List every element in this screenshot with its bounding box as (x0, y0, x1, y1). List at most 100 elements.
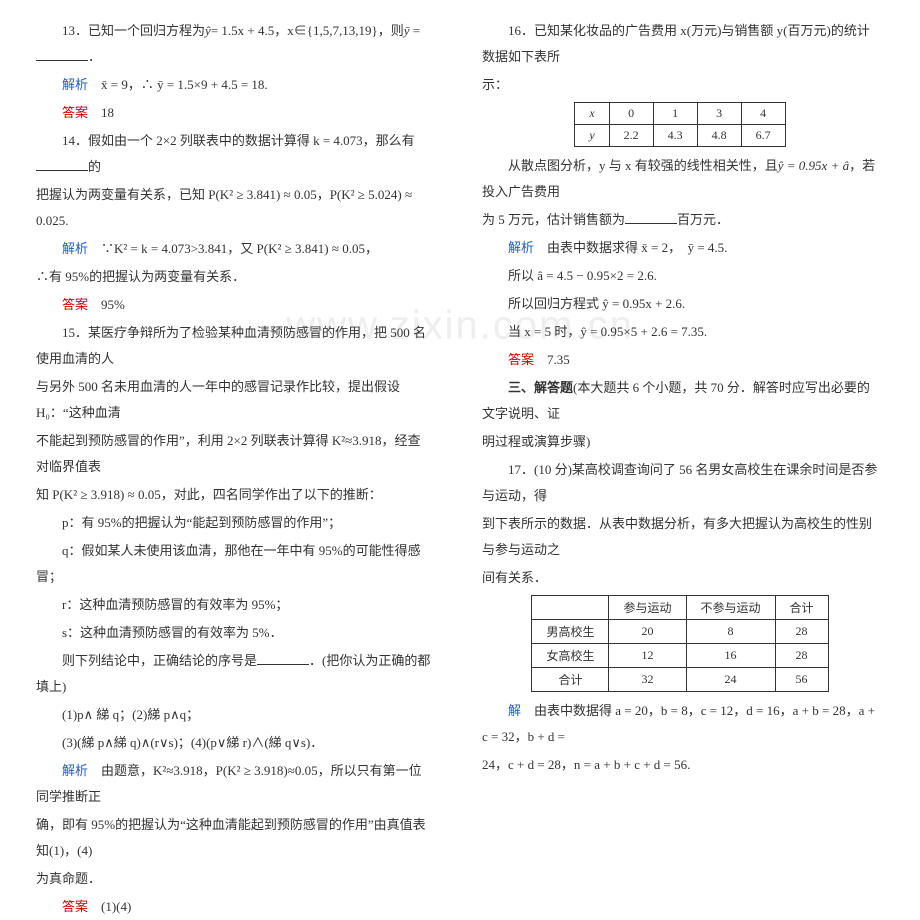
q16-sol-l4: 当 x = 5 时，ŷ = 0.95×5 + 2.6 = 7.35. (482, 319, 878, 345)
q15-q: q：假如某人未使用该血清，那他在一年中有 95%的可能性得感冒； (36, 538, 432, 590)
cell: 32 (609, 668, 686, 692)
q14-line1: 14．假如由一个 2×2 列联表中的数据计算得 k = 4.073，那么有的 (36, 128, 432, 180)
cell: 12 (609, 644, 686, 668)
q15-l2: 与另外 500 名未用血清的人一年中的感冒记录作比较，提出假设 H₀：“这种血清 (36, 374, 432, 426)
sec3-t: 三、解答题 (508, 380, 573, 395)
q15-answer: 答案 (1)(4) (36, 894, 432, 920)
q15-r: r：这种血清预防感冒的有效率为 95%； (36, 592, 432, 618)
q14-answer: 答案 95% (36, 292, 432, 318)
q13-ta: 已知一个回归方程为 (88, 23, 205, 38)
cell: 20 (609, 620, 686, 644)
cell: 4.3 (653, 125, 697, 147)
q14-ans-val: 95% (88, 297, 125, 312)
q14-l1t: 的 (88, 159, 101, 174)
sec3-d2: 明过程或演算步骤) (482, 429, 878, 455)
q17-sol-l2: 24，c + d = 28，n = a + b + c + d = 56. (482, 752, 878, 778)
q15-l4: 知 P(K² ≥ 3.918) ≈ 0.05，对此，四名同学作出了以下的推断： (36, 482, 432, 508)
q13-ans-val: 18 (88, 105, 114, 120)
q16b-l2: 为 5 万元，估计销售额为 百万元． (482, 207, 878, 233)
q15-ask: 则下列结论中，正确结论的序号是．(把你认为正确的都填上) (36, 648, 432, 700)
q16-data-table: x 0 1 3 4 y 2.2 4.3 4.8 6.7 (574, 102, 785, 147)
solution-label: 解 (508, 703, 521, 718)
q16-ans-val: 7.35 (534, 352, 570, 367)
q13-tb: = 1.5x + 4.5，x∈{1,5,7,13,19}，则 (211, 23, 404, 38)
cell: 3 (697, 103, 741, 125)
table-row: x 0 1 3 4 (575, 103, 785, 125)
q17-l3: 间有关系． (482, 565, 878, 591)
q14-l1: 假如由一个 2×2 列联表中的数据计算得 k = 4.073，那么有 (88, 133, 415, 148)
q16-sol-l3: 所以回归方程式 ŷ = 0.95x + 2.6. (482, 291, 878, 317)
q17-l2: 到下表所示的数据．从表中数据分析，有多大把握认为高校生的性别与参与运动之 (482, 511, 878, 563)
cell: 8 (686, 620, 775, 644)
q16-sol-l1: 解析 由表中数据求得 x̄ = 2， ȳ = 4.5. (482, 235, 878, 261)
cell: 28 (775, 644, 828, 668)
q16-l2: 示： (482, 72, 878, 98)
q15-blank (257, 652, 309, 665)
q17-sol-l1: 解 由表中数据得 a = 20，b = 8，c = 12，d = 16，a + … (482, 698, 878, 750)
q16-answer: 答案 7.35 (482, 347, 878, 373)
q15-num: 15． (62, 325, 88, 340)
cell: 男高校生 (532, 620, 609, 644)
cell: 6.7 (741, 125, 785, 147)
q17-l1: 17．(10 分)某高校调查询问了 56 名男女高校生在课余时间是否参与运动，得 (482, 457, 878, 509)
cell: 0 (609, 103, 653, 125)
section3-title: 三、解答题(本大题共 6 个小题，共 70 分．解答时应写出必要的文字说明、证 (482, 375, 878, 427)
q13-num: 13． (62, 23, 88, 38)
solution-label: 解析 (62, 241, 88, 256)
q17-sol-b1: 由表中数据得 a = 20，b = 8，c = 12，d = 16，a + b … (482, 703, 875, 744)
q14-sol-b: ∵K² = k = 4.073>3.841，又 P(K² ≥ 3.841) ≈ … (88, 241, 378, 256)
q16-l1b: 已知某化妆品的广告费用 x(万元)与销售额 y(百万元)的统计数据如下表所 (482, 23, 870, 64)
solution-label: 解析 (508, 240, 534, 255)
q15-l1: 15．某医疗争辩所为了检验某种血清预防感冒的作用，把 500 名使用血清的人 (36, 320, 432, 372)
q17-l1b: (10 分)某高校调查询问了 56 名男女高校生在课余时间是否参与运动，得 (482, 462, 877, 503)
q13-tc: = (410, 23, 421, 38)
q13-blank (36, 48, 88, 61)
answer-label: 答案 (62, 899, 88, 914)
q15-ans-val: (1)(4) (88, 899, 131, 914)
table-row: 合计 32 24 56 (532, 668, 828, 692)
answer-label: 答案 (62, 297, 88, 312)
cell: 2.2 (609, 125, 653, 147)
cell: 合计 (532, 668, 609, 692)
q17-num: 17． (508, 462, 534, 477)
q15-sol-l1: 由题意，K²≈3.918，P(K² ≥ 3.918)≈0.05，所以只有第一位同… (36, 763, 422, 804)
q15-ask-t: 则下列结论中，正确结论的序号是 (62, 653, 257, 668)
cell: 1 (653, 103, 697, 125)
cell: 合计 (775, 596, 828, 620)
q16b-l2tail: 百万元． (677, 212, 729, 227)
q15-sol2: 确，即有 95%的把握认为“这种血清能起到预防感冒的作用”由真值表知(1)，(4… (36, 812, 432, 864)
q14-num: 14． (62, 133, 88, 148)
q15-p: p：有 95%的把握认为“能起到预防感冒的作用”； (36, 510, 432, 536)
q15-l1b: 某医疗争辩所为了检验某种血清预防感冒的作用，把 500 名使用血清的人 (36, 325, 426, 366)
q16-blank (625, 211, 677, 224)
table-row: y 2.2 4.3 4.8 6.7 (575, 125, 785, 147)
q14-line2: 把握认为两变量有关系，已知 P(K² ≥ 3.841) ≈ 0.05，P(K² … (36, 182, 432, 234)
q16b-l2t: 为 5 万元，估计销售额为 (482, 212, 625, 227)
cell: 参与运动 (609, 596, 686, 620)
table-row: 男高校生 20 8 28 (532, 620, 828, 644)
cell: 16 (686, 644, 775, 668)
q13-sol-body: x̄ = 9，∴ ȳ = 1.5×9 + 4.5 = 18. (88, 77, 268, 92)
table-row: 参与运动 不参与运动 合计 (532, 596, 828, 620)
solution-label: 解析 (62, 77, 88, 92)
right-column: 16．已知某化妆品的广告费用 x(万元)与销售额 y(百万元)的统计数据如下表所… (460, 0, 920, 651)
q17-data-table: 参与运动 不参与运动 合计 男高校生 20 8 28 女高校生 12 16 28… (531, 595, 828, 692)
q15-sol3: 为真命题． (36, 866, 432, 892)
q16b-l1: 从散点图分析，y 与 x 有较强的线性相关性，且ŷ = 0.95x + â，若投… (482, 153, 878, 205)
cell: y (575, 125, 609, 147)
cell: 24 (686, 668, 775, 692)
q13-solution: 解析 x̄ = 9，∴ ȳ = 1.5×9 + 4.5 = 18. (36, 72, 432, 98)
q16-l1: 16．已知某化妆品的广告费用 x(万元)与销售额 y(百万元)的统计数据如下表所 (482, 18, 878, 70)
q16b-l1a: 从散点图分析，y 与 x 有较强的线性相关性，且 (508, 158, 778, 173)
cell: 不参与运动 (686, 596, 775, 620)
q15-l3: 不能起到预防感冒的作用”，利用 2×2 列联表计算得 K²≈3.918，经查对临… (36, 428, 432, 480)
cell: 56 (775, 668, 828, 692)
q15-s: s：这种血清预防感冒的有效率为 5%． (36, 620, 432, 646)
q14-blank (36, 158, 88, 171)
q13-tail: ． (88, 49, 101, 64)
q13-answer: 答案 18 (36, 100, 432, 126)
q15-opt2: (3)(綈 p∧綈 q)∧(r∨s)；(4)(p∨綈 r)∧(綈 q∨s)． (36, 730, 432, 756)
cell: 女高校生 (532, 644, 609, 668)
cell: 4.8 (697, 125, 741, 147)
cell (532, 596, 609, 620)
